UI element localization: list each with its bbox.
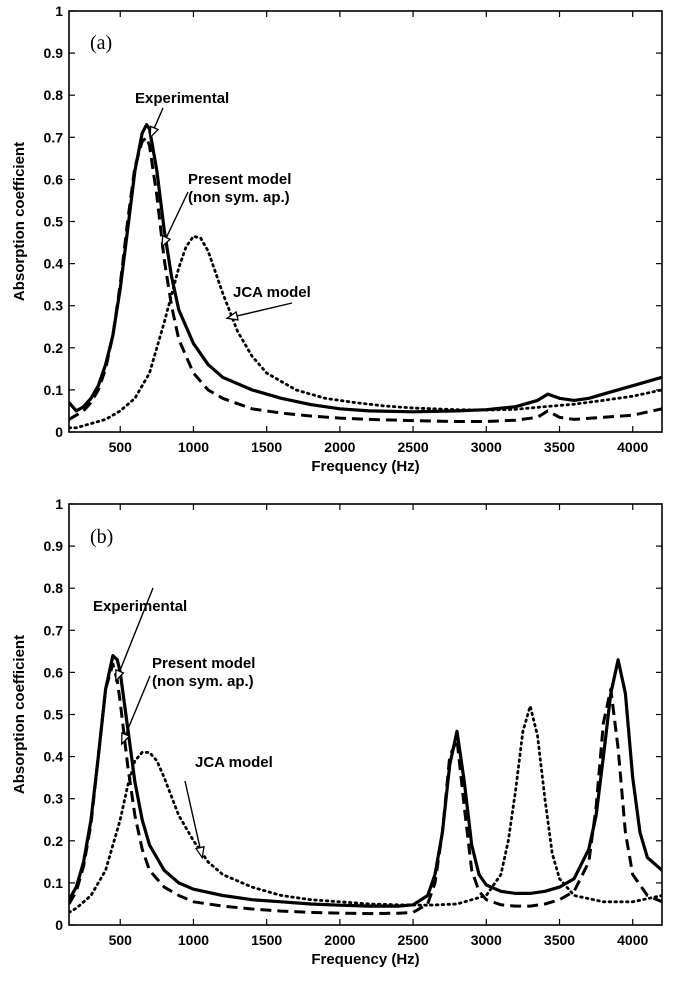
y-tick-label: 0.8 [44, 87, 64, 103]
x-tick-label: 1000 [178, 932, 209, 948]
annotation-arrow [115, 587, 154, 682]
annotation-label: Experimental [93, 598, 187, 615]
x-tick-label: 2500 [398, 439, 429, 455]
x-tick-label: 2000 [324, 439, 355, 455]
arrowhead [149, 125, 160, 139]
series-line-dashed [69, 135, 662, 423]
x-tick-label: 500 [109, 439, 133, 455]
series-line-solid [69, 123, 662, 414]
y-tick-label: 0.9 [44, 45, 64, 61]
y-tick-label: 0.5 [44, 214, 64, 230]
panel-label: (b) [90, 526, 113, 548]
annotation-label: Present model (non sym. ap.) [188, 171, 291, 206]
y-tick-label: 0.6 [44, 171, 64, 187]
axes-frame [68, 503, 663, 926]
arrowhead [161, 234, 172, 249]
y-axis-label: Absorption coefficient [11, 142, 28, 301]
y-tick-label: 0.4 [44, 256, 64, 272]
series-line-dotted [69, 704, 662, 914]
x-tick-label: 2000 [324, 932, 355, 948]
y-tick-label: 0.7 [44, 622, 64, 638]
x-tick-label: 3000 [471, 932, 502, 948]
y-tick-label: 0.7 [44, 129, 64, 145]
panel-label: (a) [90, 32, 112, 54]
annotation-label: Present model (non sym. ap.) [152, 655, 255, 690]
y-tick-label: 0.2 [44, 833, 64, 849]
y-tick-label: 0.5 [44, 707, 64, 723]
y-tick-label: 0.3 [44, 298, 64, 314]
axes-frame [68, 10, 663, 433]
y-tick-label: 0.9 [44, 538, 64, 554]
annotation-arrow [121, 675, 151, 745]
annotation-arrow [226, 302, 293, 320]
y-tick-label: 0.2 [44, 340, 64, 356]
arrowhead [194, 845, 205, 860]
annotation-label: JCA model [233, 284, 311, 301]
x-tick-label: 500 [109, 932, 133, 948]
y-tick-label: 0.1 [44, 875, 64, 891]
annotation-label: Experimental [135, 90, 229, 107]
x-tick-label: 1500 [251, 932, 282, 948]
y-tick-label: 1 [55, 3, 63, 19]
y-tick-label: 0.6 [44, 664, 64, 680]
x-tick-label: 4000 [617, 932, 648, 948]
x-tick-label: 2500 [398, 932, 429, 948]
y-tick-label: 1 [55, 496, 63, 512]
y-tick-label: 0.1 [44, 382, 64, 398]
series-line-solid [69, 654, 662, 908]
series-line-dashed [69, 662, 662, 916]
arrowhead [225, 310, 239, 321]
x-axis-label: Frequency (Hz) [311, 458, 419, 475]
y-tick-label: 0.3 [44, 791, 64, 807]
x-tick-label: 3000 [471, 439, 502, 455]
x-tick-label: 3500 [544, 439, 575, 455]
y-tick-label: 0.8 [44, 580, 64, 596]
y-axis-label: Absorption coefficient [11, 635, 28, 794]
y-tick-label: 0.4 [44, 749, 64, 765]
x-axis-label: Frequency (Hz) [311, 951, 419, 968]
series-line-dotted [69, 234, 662, 430]
x-tick-label: 1500 [251, 439, 282, 455]
annotation-label: JCA model [195, 754, 273, 771]
annotation-arrow [184, 780, 203, 858]
x-tick-label: 1000 [178, 439, 209, 455]
arrowhead [121, 732, 131, 746]
x-tick-label: 3500 [544, 932, 575, 948]
arrowhead [115, 668, 125, 683]
y-tick-label: 0 [55, 917, 63, 933]
x-tick-label: 4000 [617, 439, 648, 455]
y-tick-label: 0 [55, 424, 63, 440]
